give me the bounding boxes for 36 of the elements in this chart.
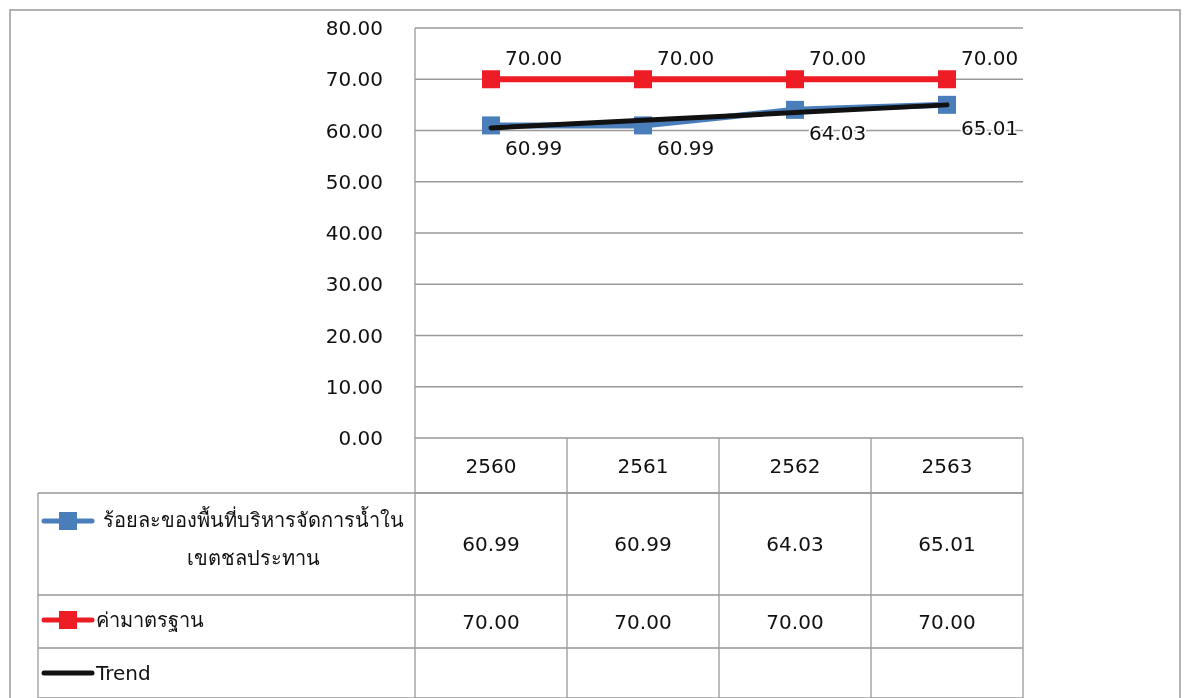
point bbox=[482, 70, 500, 89]
data-label: 70.00 bbox=[614, 609, 672, 634]
y-tick-label: 30.00 bbox=[325, 272, 383, 297]
data-label: 65.01 bbox=[918, 532, 976, 556]
point bbox=[786, 70, 804, 89]
data-label: 60.99 bbox=[614, 532, 672, 556]
x-tick-label: 2560 bbox=[465, 453, 517, 478]
data-label: 60.99 bbox=[462, 532, 520, 556]
text: 65.01 bbox=[961, 115, 1019, 140]
y-tick-label: 20.00 bbox=[325, 323, 383, 348]
x-tick-label: 2562 bbox=[769, 453, 821, 478]
data-label: 70.00 bbox=[918, 609, 976, 634]
text: 70.00 bbox=[505, 46, 563, 71]
y-tick-label: 40.00 bbox=[325, 221, 383, 245]
data-label: 70.00 bbox=[766, 609, 824, 634]
data-label: 70.00 bbox=[462, 609, 520, 634]
point bbox=[634, 70, 652, 89]
point bbox=[938, 70, 956, 89]
text: 60.99 bbox=[657, 136, 715, 161]
y-tick-label: 50.00 bbox=[325, 169, 383, 194]
y-tick-label: 10.00 bbox=[325, 374, 383, 399]
text: 70.00 bbox=[657, 46, 715, 71]
legend-label: ค่ามาตรฐาน bbox=[96, 607, 204, 634]
y-tick-label: 80.00 bbox=[325, 16, 383, 40]
x-tick-label: 2563 bbox=[921, 453, 973, 478]
y-tick-label: 0.00 bbox=[338, 426, 383, 450]
legend-label: Trend bbox=[96, 660, 151, 687]
x-tick-label: 2561 bbox=[617, 453, 669, 478]
legend-label: ร้อยละของพื้นที่บริหารจัดการน้ำในเขตชลประทาน bbox=[102, 505, 405, 572]
y-tick-label: 70.00 bbox=[325, 67, 383, 92]
text: 60.99 bbox=[505, 136, 563, 161]
text: 64.03 bbox=[809, 120, 867, 145]
y-tick-label: 60.00 bbox=[325, 118, 383, 143]
text: 70.00 bbox=[809, 46, 867, 71]
data-label: 64.03 bbox=[766, 532, 824, 556]
text: 70.00 bbox=[961, 46, 1019, 71]
